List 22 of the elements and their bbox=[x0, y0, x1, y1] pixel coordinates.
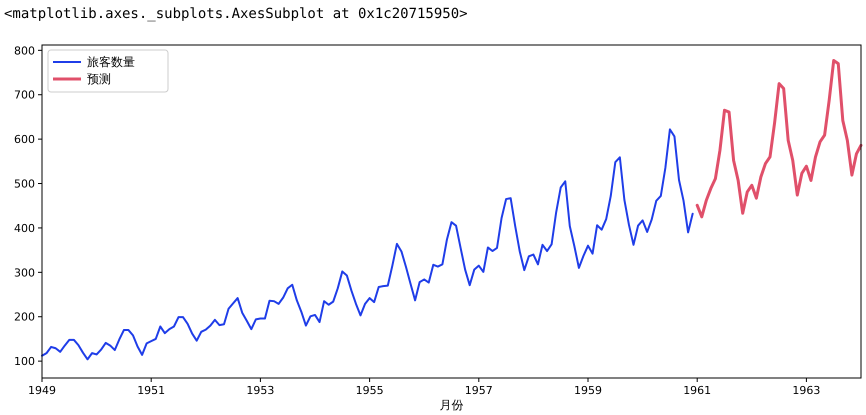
y-tick-label: 700 bbox=[14, 88, 35, 102]
y-tick-label: 400 bbox=[14, 222, 35, 235]
x-tick-label: 1953 bbox=[246, 384, 274, 397]
legend-label: 预测 bbox=[87, 72, 111, 86]
y-tick-label: 100 bbox=[14, 355, 35, 368]
x-tick-label: 1963 bbox=[792, 384, 820, 397]
x-tick-label: 1959 bbox=[574, 384, 602, 397]
line-series bbox=[41, 128, 694, 360]
x-tick-label: 1951 bbox=[137, 384, 166, 397]
y-tick-label: 200 bbox=[14, 310, 35, 324]
x-tick-label: 1961 bbox=[683, 384, 712, 397]
x-tick-label: 1955 bbox=[356, 384, 384, 397]
x-tick-label: 1949 bbox=[28, 384, 56, 397]
x-tick-label: 1957 bbox=[464, 384, 493, 397]
text: <matplotlib.axes._subplots.AxesSubplot at 0x1c20715950> bbox=[4, 6, 468, 22]
y-tick-label: 500 bbox=[14, 178, 35, 191]
line-series bbox=[696, 59, 862, 218]
y-tick-label: 300 bbox=[14, 266, 35, 280]
legend-label: 旅客数量 bbox=[87, 55, 135, 69]
x-axis-title: 月份 bbox=[440, 398, 464, 412]
y-tick-label: 600 bbox=[14, 133, 35, 146]
y-tick-label: 800 bbox=[14, 44, 35, 58]
